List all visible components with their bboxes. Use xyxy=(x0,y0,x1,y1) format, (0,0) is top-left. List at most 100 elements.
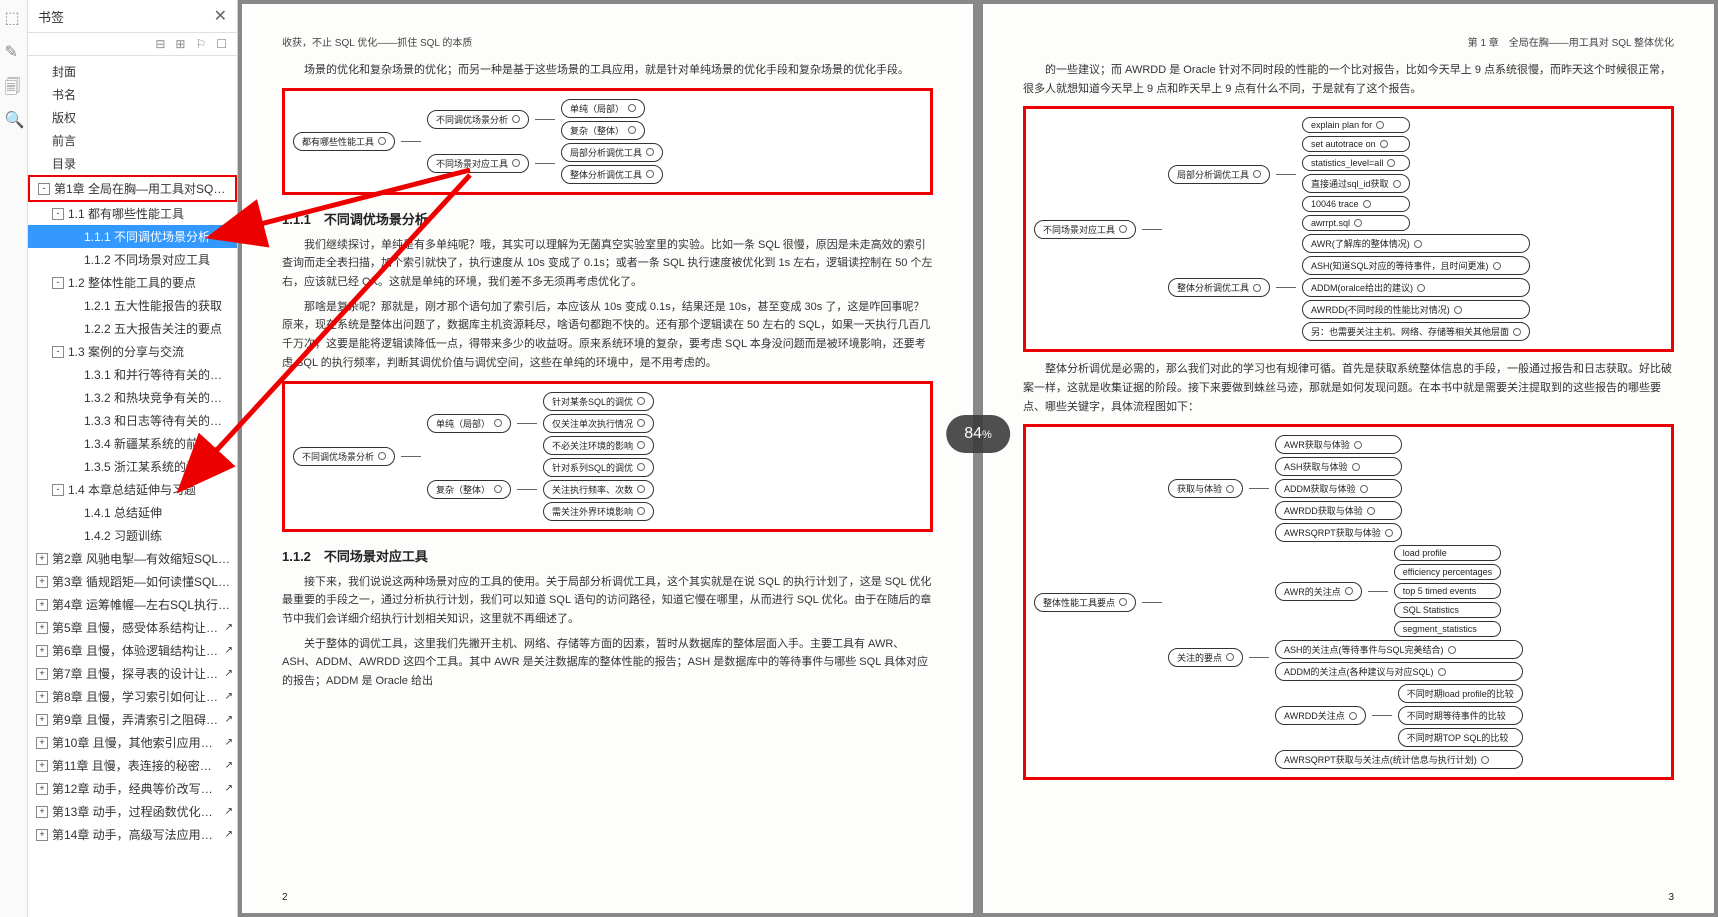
bookmark-item[interactable]: 封面 xyxy=(28,60,237,83)
tree-toggle-icon[interactable]: - xyxy=(52,277,64,289)
tool-icon-1[interactable]: ⬚ xyxy=(5,8,23,26)
mindmap-node: 不同场景对应工具 xyxy=(1034,220,1136,239)
tree-toggle-icon[interactable]: - xyxy=(38,183,50,195)
bookmark-item[interactable]: + 第2章 风驰电掣—有效缩短SQL优化过程 xyxy=(28,547,237,570)
bookmark-label: 1.4.1 总结延伸 xyxy=(84,504,162,521)
close-icon[interactable]: ✕ xyxy=(214,6,227,26)
bookmark-label: 1.2 整体性能工具的要点 xyxy=(68,274,196,291)
mindmap-node: 另：也需要关注主机、网络、存储等相关其他层面 xyxy=(1302,322,1530,341)
bookmark-item[interactable]: +第13章 动手，过程函数优化让SQL飞↗ xyxy=(28,800,237,823)
popup-icon[interactable]: ↗ xyxy=(225,622,233,633)
bookmark-label: 目录 xyxy=(52,155,76,172)
tree-toggle-icon[interactable]: + xyxy=(36,829,48,841)
popup-icon[interactable]: ↗ xyxy=(225,806,233,817)
bookmark-item[interactable]: 1.2.2 五大报告关注的要点 xyxy=(28,317,237,340)
popup-icon[interactable]: ↗ xyxy=(225,668,233,679)
bookmark-item[interactable]: -1.3 案例的分享与交流 xyxy=(28,340,237,363)
popup-icon[interactable]: ↗ xyxy=(225,760,233,771)
bookmark-item[interactable]: 书名 xyxy=(28,83,237,106)
tree-toggle-icon[interactable]: + xyxy=(36,576,48,588)
bookmark-item[interactable]: 前言 xyxy=(28,129,237,152)
bookmark-item[interactable]: +第9章 且慢，弄清索引之阻碍让SQL飞↗ xyxy=(28,708,237,731)
tree-toggle-icon[interactable]: + xyxy=(36,737,48,749)
bookmark-item[interactable]: 1.4.2 习题训练 xyxy=(28,524,237,547)
tool-icon-2[interactable]: ✎ xyxy=(5,42,23,60)
bookmark-item[interactable]: +第4章 运筹帷幄—左右SQL执行计划妙招 xyxy=(28,593,237,616)
bookmark-item[interactable]: 1.3.5 浙江某系统的调优案例 xyxy=(28,455,237,478)
bookmark-item[interactable]: + 第5章 且慢，感受体系结构让SQL飞↗ xyxy=(28,616,237,639)
bookmark-item[interactable]: 1.1.2 不同场景对应工具 xyxy=(28,248,237,271)
tree-toggle-icon[interactable]: + xyxy=(36,691,48,703)
bookmark-label: 第3章 循规蹈矩—如何读懂SQL执行计划 xyxy=(52,573,233,590)
bookmark-item[interactable]: 1.3.3 和日志等待有关的案例 xyxy=(28,409,237,432)
popup-icon[interactable]: ↗ xyxy=(225,645,233,656)
left-toolbar: ⬚ ✎ 🗐 🔍 xyxy=(0,0,28,917)
tree-toggle-icon[interactable]: - xyxy=(52,484,64,496)
mindmap-node: 需关注外界环境影响 xyxy=(543,502,654,521)
bookmark-label: 1.1.1 不同调优场景分析 xyxy=(84,228,210,245)
tree-toggle-icon[interactable]: + xyxy=(36,714,48,726)
tree-toggle-icon[interactable]: + xyxy=(36,553,48,565)
bookmark-item[interactable]: 1.4.1 总结延伸 xyxy=(28,501,237,524)
bookmark-item[interactable]: 1.3.2 和热块竞争有关的案例 xyxy=(28,386,237,409)
tree-toggle-icon[interactable]: + xyxy=(36,668,48,680)
tree-toggle-icon[interactable]: + xyxy=(36,806,48,818)
popup-icon[interactable]: ↗ xyxy=(225,737,233,748)
bookmark-label: 1.3.2 和热块竞争有关的案例 xyxy=(84,389,233,406)
bookmark-label: 第2章 风驰电掣—有效缩短SQL优化过程 xyxy=(52,550,233,567)
bookmark-item[interactable]: 目录 xyxy=(28,152,237,175)
tool-collapse-icon[interactable]: ⊟ xyxy=(155,37,165,51)
diagram-scenario-analysis: 不同调优场景分析单纯（局部）针对某条SQL的调优仅关注单次执行情况不必关注环境的… xyxy=(282,381,933,532)
tree-toggle-icon[interactable]: + xyxy=(36,783,48,795)
tool-expand-icon[interactable]: ⊞ xyxy=(175,37,185,51)
tree-toggle-icon[interactable]: + xyxy=(36,599,48,611)
tree-toggle-icon[interactable]: - xyxy=(52,208,64,220)
bookmark-item[interactable]: -1.1 都有哪些性能工具 xyxy=(28,202,237,225)
bookmark-label: 版权 xyxy=(52,109,76,126)
bookmark-item[interactable]: 1.1.1 不同调优场景分析 xyxy=(28,225,237,248)
bookmark-item[interactable]: +第11章 且慢，表连接的秘密让SQL飞↗ xyxy=(28,754,237,777)
bookmark-item[interactable]: -1.2 整体性能工具的要点 xyxy=(28,271,237,294)
bookmark-item[interactable]: +第6章 且慢，体验逻辑结构让SQL飞↗ xyxy=(28,639,237,662)
bookmark-item[interactable]: 1.3.4 新疆某系统的前台优化 xyxy=(28,432,237,455)
para: 场景的优化和复杂场景的优化；而另一种是基于这些场景的工具应用，就是针对单纯场景的… xyxy=(282,61,933,80)
bookmark-item[interactable]: 1.3.1 和并行等待有关的案例 xyxy=(28,363,237,386)
popup-icon[interactable]: ↗ xyxy=(225,714,233,725)
tree-toggle-icon[interactable]: + xyxy=(36,645,48,657)
bookmark-item[interactable]: 版权 xyxy=(28,106,237,129)
popup-icon[interactable]: ↗ xyxy=(225,783,233,794)
bookmark-label: 第5章 且慢，感受体系结构让SQL飞 xyxy=(52,619,223,636)
tree-toggle-icon[interactable]: - xyxy=(52,346,64,358)
bookmark-item[interactable]: +第14章 动手，高级写法应用让SQL飞↗ xyxy=(28,823,237,846)
mindmap-node: 10046 trace xyxy=(1302,196,1410,212)
mindmap-node: ASH获取与体验 xyxy=(1275,457,1402,476)
tool-icon-4[interactable]: 🔍 xyxy=(5,110,23,128)
bookmark-title: 书签 xyxy=(38,7,64,26)
mindmap-node: 不同时期等待事件的比较 xyxy=(1398,706,1523,725)
bookmark-label: 1.4 本章总结延伸与习题 xyxy=(68,481,196,498)
page-header-left: 收获，不止 SQL 优化——抓住 SQL 的本质 xyxy=(282,34,933,49)
mindmap-node: awrrpt.sql xyxy=(1302,215,1410,231)
popup-icon[interactable]: ↗ xyxy=(225,829,233,840)
bookmark-item[interactable]: -第1章 全局在胸—用工具对SQL整体优化 xyxy=(28,175,237,202)
bookmark-item[interactable]: +第12章 动手，经典等价改写让SQL飞↗ xyxy=(28,777,237,800)
bookmark-item[interactable]: + 第3章 循规蹈矩—如何读懂SQL执行计划 xyxy=(28,570,237,593)
bookmark-item[interactable]: +第8章 且慢，学习索引如何让SQL飞↗ xyxy=(28,685,237,708)
document-viewer: 收获，不止 SQL 优化——抓住 SQL 的本质 场景的优化和复杂场景的优化；而… xyxy=(238,0,1718,917)
bookmark-item[interactable]: +第10章 且慢，其他索引应用让SQL飞↗ xyxy=(28,731,237,754)
tree-toggle-icon[interactable]: + xyxy=(36,622,48,634)
tool-box-icon[interactable]: ☐ xyxy=(216,37,227,51)
bookmark-item[interactable]: 1.2.1 五大性能报告的获取 xyxy=(28,294,237,317)
bookmark-item[interactable]: -1.4 本章总结延伸与习题 xyxy=(28,478,237,501)
bookmark-item[interactable]: +第7章 且慢，探寻表的设计让SQL飞↗ xyxy=(28,662,237,685)
mindmap-node: 不同时期load profile的比较 xyxy=(1398,684,1523,703)
tree-toggle-icon[interactable]: + xyxy=(36,760,48,772)
popup-icon[interactable]: ↗ xyxy=(225,691,233,702)
tool-flag-icon[interactable]: ⚐ xyxy=(195,37,206,51)
mindmap-node: explain plan for xyxy=(1302,117,1410,133)
page-left: 收获，不止 SQL 优化——抓住 SQL 的本质 场景的优化和复杂场景的优化；而… xyxy=(242,4,973,913)
mindmap-node: 仅关注单次执行情况 xyxy=(543,414,654,433)
para: 我们继续探讨，单纯是有多单纯呢？哦，其实可以理解为无菌真空实验室里的实验。比如一… xyxy=(282,236,933,292)
para: 那啥是复杂呢？那就是，刚才那个语句加了索引后，本应该从 10s 变成 0.1s，… xyxy=(282,298,933,373)
tool-icon-3[interactable]: 🗐 xyxy=(5,76,23,94)
